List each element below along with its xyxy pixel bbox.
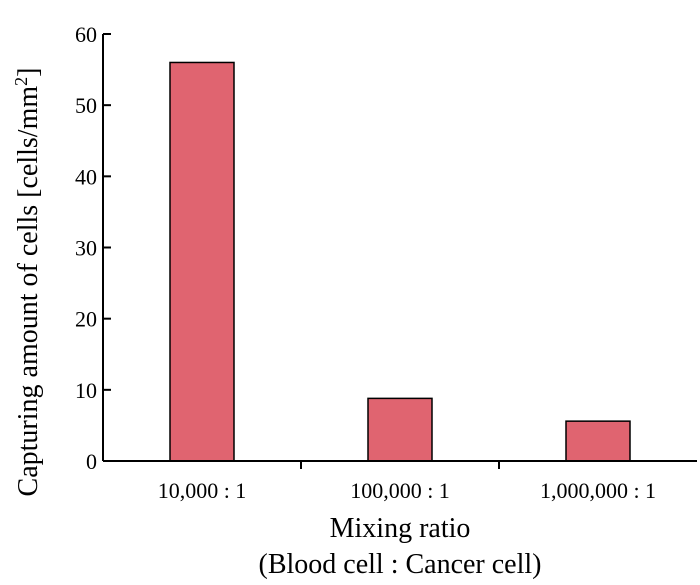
x-ticks: 10,000 : 1 100,000 : 1 1,000,000 : 1 xyxy=(158,461,656,503)
x-axis-subtitle: (Blood cell : Cancer cell) xyxy=(259,549,542,580)
bar xyxy=(169,61,235,462)
y-tick-label: 20 xyxy=(75,307,97,332)
x-axis-title: Mixing ratio xyxy=(330,513,471,544)
x-tick-label: 10,000 : 1 xyxy=(158,478,247,503)
x-tick-label: 1,000,000 : 1 xyxy=(540,478,656,503)
y-tick-label: 0 xyxy=(86,449,97,474)
y-ticks: 0 10 20 30 40 50 60 xyxy=(75,22,111,474)
y-axis-title-main: Capturing amount of cells [cells/mm xyxy=(13,86,44,497)
y-tick-label: 60 xyxy=(75,22,97,47)
y-axis-title-suffix: ] xyxy=(13,68,44,77)
y-axis-title-superscript: 2 xyxy=(11,77,31,86)
bars xyxy=(169,61,631,462)
y-tick-label: 50 xyxy=(75,93,97,118)
x-tick-label: 100,000 : 1 xyxy=(350,478,450,503)
y-tick-label: 40 xyxy=(75,164,97,189)
bar xyxy=(565,420,631,462)
bar xyxy=(367,397,433,462)
y-tick-label: 30 xyxy=(75,236,97,261)
y-axis-title: Capturing amount of cells [cells/mm2] xyxy=(11,68,44,497)
y-tick-label: 10 xyxy=(75,378,97,403)
